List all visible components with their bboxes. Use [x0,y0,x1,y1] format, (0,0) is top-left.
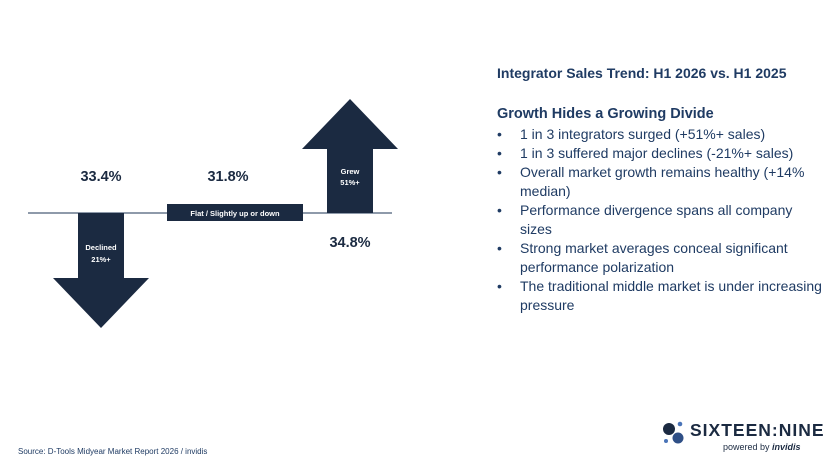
declined-label-line2: 21%+ [91,255,111,264]
sixteen-nine-logo-icon [663,421,684,444]
grew-label-line1: Grew [341,167,360,176]
source-note: Source: D-Tools Midyear Market Report 20… [18,447,208,456]
bullet-item: 1 in 3 suffered major declines (-21%+ sa… [497,144,827,163]
logo-tagline-brand: invidis [772,442,801,452]
bullet-item: Strong market averages conceal significa… [497,239,827,277]
declined-label-line1: Declined [85,243,117,252]
bullet-list: 1 in 3 integrators surged (+51%+ sales) … [497,125,827,315]
flat-box [167,204,303,221]
bullet-item: Overall market growth remains healthy (+… [497,163,827,201]
summary-panel: Integrator Sales Trend: H1 2026 vs. H1 2… [497,64,827,315]
panel-title: Integrator Sales Trend: H1 2026 vs. H1 2… [497,65,787,81]
bullet-item: 1 in 3 integrators surged (+51%+ sales) [497,125,827,144]
logo-tagline-prefix: powered by [723,442,770,452]
declined-arrow [53,213,149,328]
logo-wordmark: SIXTEEN:NINE [690,420,825,440]
sixteen-nine-logo: SIXTEEN:NINE powered by invidis [660,418,830,458]
bullet-item: Performance divergence spans all company… [497,201,827,239]
grew-arrow [302,99,398,213]
panel-subhead: Growth Hides a Growing Divide [497,106,714,122]
grew-value-label: 34.8% [329,235,370,251]
bullet-item: The traditional middle market is under i… [497,277,827,315]
declined-value-label: 33.4% [80,169,121,185]
flat-label: Flat / Slightly up or down [190,209,280,218]
flat-value-label: 31.8% [207,169,248,185]
grew-label-line2: 51%+ [340,178,360,187]
logo-tagline: powered by invidis [723,442,801,452]
